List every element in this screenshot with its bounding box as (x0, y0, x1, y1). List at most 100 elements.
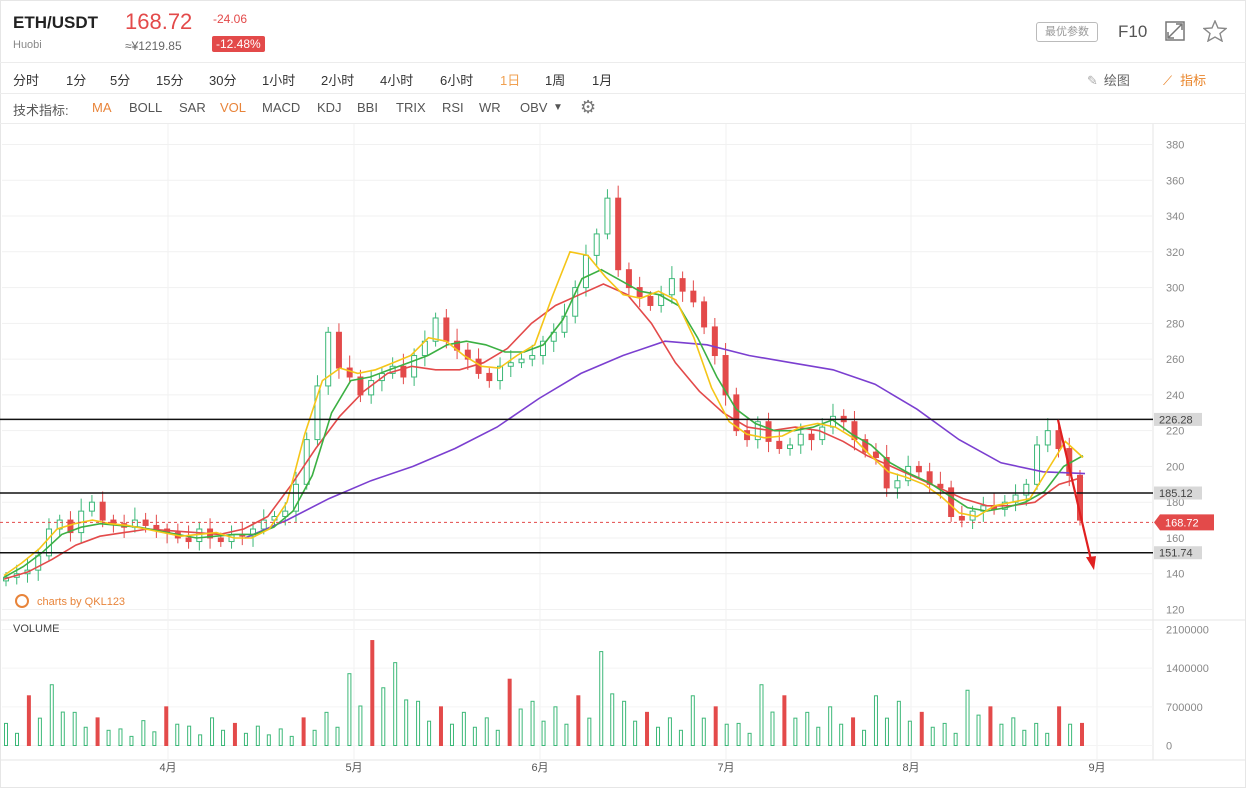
volume-bar (232, 722, 237, 747)
timeframe-7[interactable]: 4小时 (380, 73, 414, 88)
candle-body (464, 349, 471, 360)
volume-bar (816, 726, 821, 746)
volume-bar (919, 711, 924, 746)
candle-body (153, 524, 160, 530)
volume-bar (118, 728, 123, 747)
volume-bar (930, 726, 935, 746)
f10-button[interactable]: F10 (1118, 22, 1148, 41)
star-icon[interactable] (1202, 19, 1228, 47)
volume-bar (266, 734, 271, 746)
candle-body (518, 358, 525, 364)
volume-bar (518, 708, 523, 746)
volume-bar (599, 651, 604, 746)
y-tick-label: 220 (1166, 426, 1184, 438)
volume-bar (243, 732, 248, 746)
volume-bar (553, 706, 558, 746)
volume-bar (884, 717, 889, 747)
volume-bar (1068, 723, 1073, 747)
volume-bar (484, 717, 489, 747)
timeframe-3[interactable]: 15分 (156, 73, 184, 88)
candle-body (540, 340, 546, 357)
candle-body (497, 365, 504, 382)
indicators-label: 指标 (1180, 73, 1207, 88)
indicator-trix[interactable]: TRIX (396, 100, 426, 115)
chevron-down-icon[interactable]: ▼ (553, 102, 563, 113)
candle-body (797, 433, 804, 446)
indicator-bbi[interactable]: BBI (357, 100, 378, 115)
indicator-rsi[interactable]: RSI (442, 100, 464, 115)
indicator-wr[interactable]: WR (479, 100, 501, 115)
volume-bar (976, 714, 981, 746)
volume-bar (427, 720, 432, 747)
draw-tool[interactable]: ✎ 绘图 (1087, 70, 1130, 89)
best-params-button[interactable]: 最优参数 (1036, 22, 1098, 42)
volume-bar (564, 723, 569, 747)
candle-body (948, 487, 955, 517)
volume-bar (472, 726, 477, 746)
candle-body (722, 355, 729, 396)
volume-bar (576, 695, 581, 746)
volume-bar (530, 700, 535, 746)
level-tag (1154, 412, 1202, 426)
timeframe-5[interactable]: 1小时 (262, 73, 296, 88)
x-tick-label: 5月 (345, 762, 362, 774)
x-tick-label: 6月 (531, 762, 548, 774)
candle-body (529, 355, 536, 360)
y-tick-label: 180 (1166, 497, 1184, 509)
indicator-ma[interactable]: MA (92, 100, 112, 115)
y-tick-label: 120 (1166, 605, 1184, 617)
candle-body (1023, 483, 1030, 496)
indicator-kdj[interactable]: KDJ (317, 100, 342, 115)
indicator-obv[interactable]: OBV (520, 100, 548, 115)
volume-bar (1057, 706, 1062, 746)
timeframe-10[interactable]: 1周 (545, 73, 566, 88)
volume-bar (896, 700, 901, 746)
volume-bar (1022, 729, 1027, 746)
indicator-vol[interactable]: VOL (220, 100, 247, 115)
indicator-sar[interactable]: SAR (179, 100, 206, 115)
volume-bar (782, 695, 787, 746)
timeframe-8[interactable]: 6小时 (440, 73, 474, 88)
candle-body (45, 528, 52, 557)
volume-bar (210, 717, 215, 747)
volume-bar (988, 706, 993, 746)
gear-icon[interactable]: ⚙ (580, 97, 597, 117)
volume-bar (793, 717, 798, 747)
pair-title: ETH/USDT (13, 13, 98, 32)
indicators-tool[interactable]: ⟋ 指标 (1163, 70, 1206, 89)
volume-bar (907, 720, 912, 747)
volume-bar (312, 729, 317, 746)
volume-bar (278, 728, 283, 747)
volume-bar (999, 723, 1004, 747)
level-tag (1154, 546, 1202, 560)
y-tick-label: 260 (1166, 354, 1184, 366)
candle-body (185, 537, 192, 543)
y-tick-label: 360 (1166, 175, 1184, 187)
indicator-boll[interactable]: BOLL (129, 100, 163, 115)
volume-bar (438, 706, 443, 746)
volume-bar (37, 717, 42, 747)
volume-bar (828, 706, 833, 746)
x-tick-label: 8月 (902, 762, 919, 774)
fullscreen-icon[interactable] (1164, 20, 1186, 47)
ma5-line (3, 250, 1084, 577)
timeframe-6[interactable]: 2小时 (321, 73, 355, 88)
timeframe-11[interactable]: 1月 (592, 73, 613, 88)
timeframe-1[interactable]: 1分 (66, 73, 87, 88)
volume-bar (645, 711, 650, 746)
timeframe-9[interactable]: 1日 (500, 73, 521, 88)
down-arrow-head (1086, 556, 1096, 571)
candle-body (582, 254, 589, 289)
indicator-macd[interactable]: MACD (262, 100, 301, 115)
y-tick-label: 300 (1166, 283, 1184, 295)
timeframe-4[interactable]: 30分 (209, 73, 237, 88)
y-tick-label: 160 (1166, 533, 1184, 545)
volume-bar (393, 662, 398, 747)
timeframe-2[interactable]: 5分 (110, 73, 131, 88)
timeframe-0[interactable]: 分时 (13, 73, 40, 88)
volume-label: VOLUME (13, 623, 60, 635)
candle-body (1044, 430, 1051, 446)
exchange-name: Huobi (13, 39, 42, 51)
volume-bar (381, 687, 386, 746)
